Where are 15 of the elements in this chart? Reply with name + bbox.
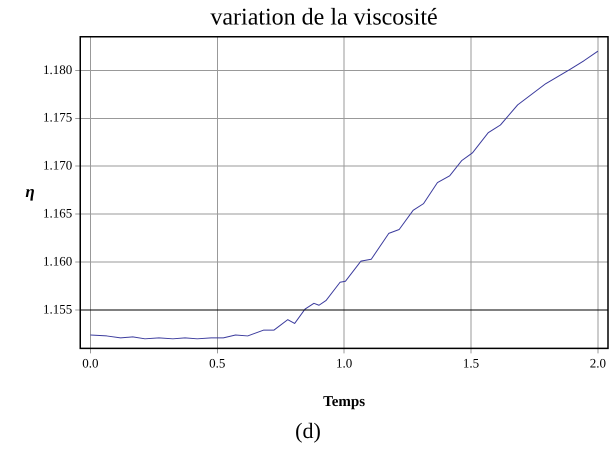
y-tick-label: 1.160 bbox=[43, 254, 72, 269]
y-tick-label: 1.170 bbox=[43, 158, 72, 173]
x-tick-label: 0.0 bbox=[82, 356, 99, 371]
chart-title: variation de la viscosité bbox=[210, 4, 438, 31]
text: (d) bbox=[294, 418, 322, 444]
y-tick-label: 1.175 bbox=[43, 110, 72, 125]
y-tick-label: 1.180 bbox=[43, 62, 72, 77]
y-tick-label: 1.165 bbox=[43, 206, 72, 221]
y-tick-label: 1.155 bbox=[43, 301, 72, 316]
x-tick-label: 2.0 bbox=[590, 356, 606, 371]
x-tick-label: 0.5 bbox=[209, 356, 226, 371]
x-tick-label: 1.5 bbox=[462, 356, 480, 371]
y-axis-title: η bbox=[25, 182, 35, 201]
x-tick-label: 1.0 bbox=[336, 356, 352, 371]
x-axis-title: Temps bbox=[323, 394, 366, 410]
